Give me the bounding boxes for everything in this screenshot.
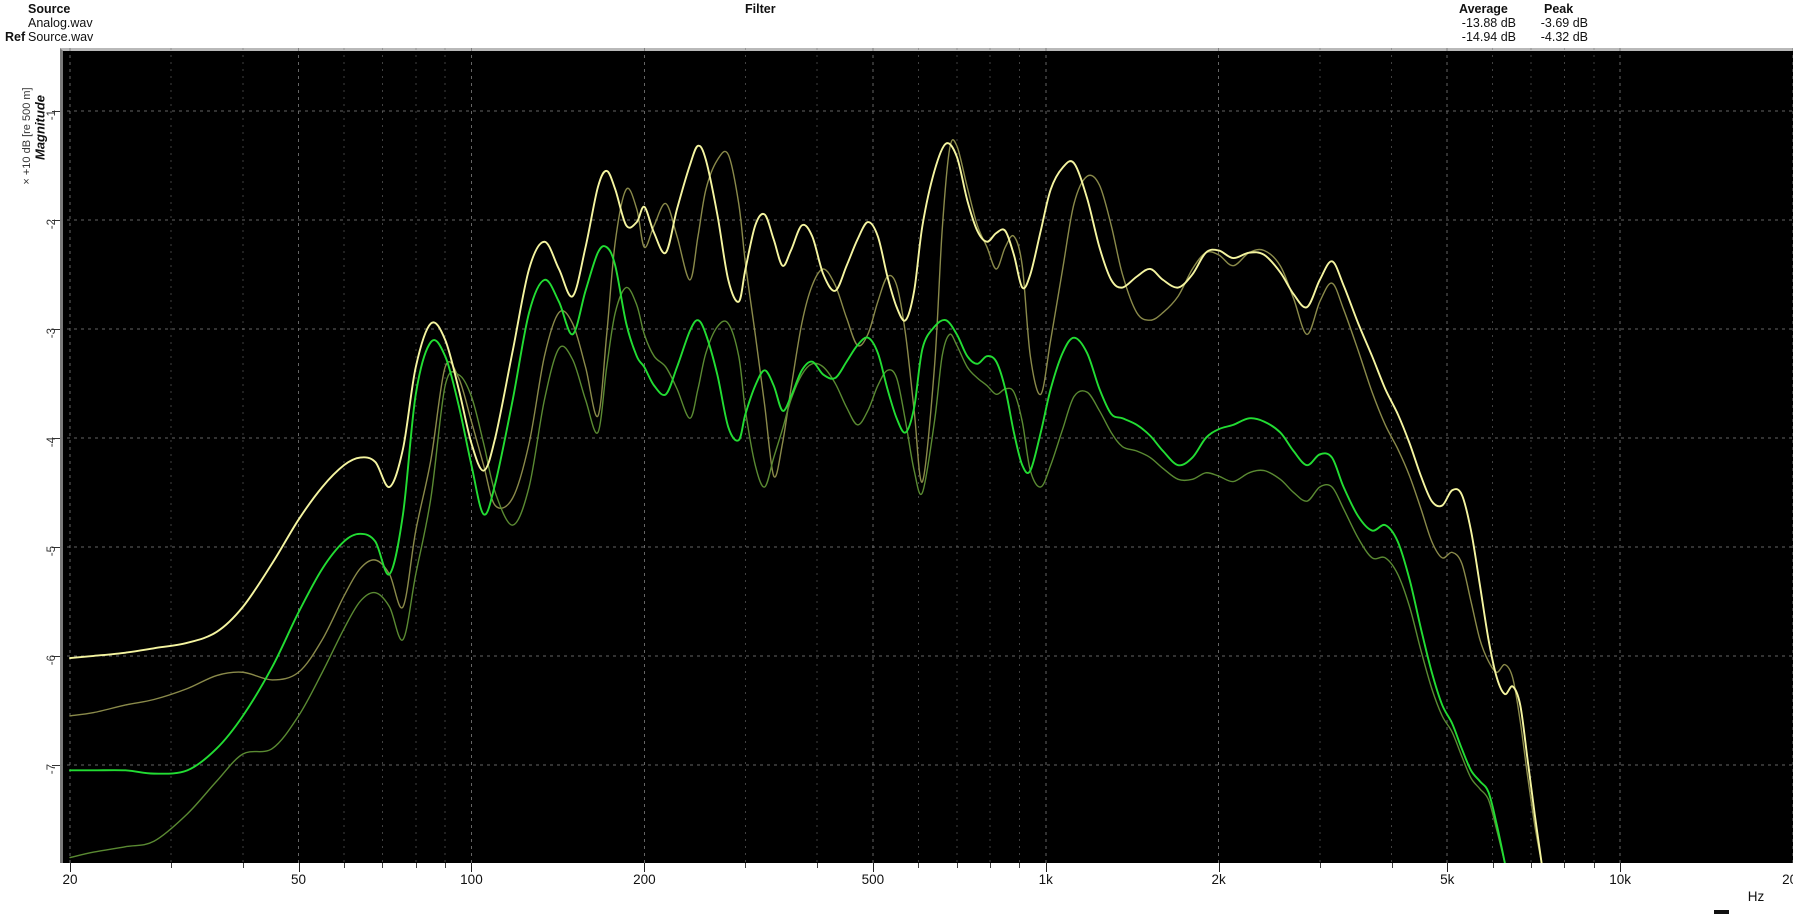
x-tick-mark — [445, 863, 447, 868]
y-tick-mark — [52, 110, 60, 112]
x-tick-mark — [745, 863, 747, 868]
x-tick-mark — [990, 863, 992, 868]
y-tick-mark — [52, 764, 60, 766]
x-tick-mark — [1564, 863, 1566, 868]
x-tick-mark — [872, 863, 874, 872]
series-2 — [69, 245, 1506, 863]
x-tick-mark — [242, 863, 244, 868]
x-tick-mark — [1531, 863, 1533, 868]
y-tick-mark — [52, 437, 60, 439]
x-tick-label-50: 50 — [291, 872, 307, 887]
reference-average-value: -14.94 dB — [1461, 30, 1516, 44]
header-average-column-title: Average — [1459, 2, 1508, 16]
x-tick-mark — [171, 863, 173, 868]
x-tick-mark — [1019, 863, 1021, 868]
y-tick-text: -6 — [46, 654, 58, 666]
x-tick-label-5k: 5k — [1440, 872, 1455, 887]
y-tick-label-2: -3 — [26, 328, 58, 338]
x-tick-mark — [1319, 863, 1321, 868]
y-tick-mark — [52, 546, 60, 548]
y-tick-label-1: -2 — [26, 219, 58, 229]
y-tick-label-6: -7 — [26, 764, 58, 774]
y-tick-text: -7 — [46, 763, 58, 775]
y-tick-mark — [52, 655, 60, 657]
x-tick-label-20: 20 — [62, 872, 78, 887]
x-tick-label-1k: 1k — [1038, 872, 1053, 887]
x-tick-label-100: 100 — [460, 872, 483, 887]
x-tick-mark — [644, 863, 646, 872]
header-peak-column-title: Peak — [1544, 2, 1574, 16]
x-tick-label-2k: 2k — [1211, 872, 1226, 887]
x-tick-mark — [471, 863, 473, 872]
y-tick-label-0: -1 — [26, 110, 58, 120]
y-tick-text: -2 — [46, 218, 58, 230]
x-tick-mark — [1593, 863, 1595, 868]
y-tick-text: -3 — [46, 327, 58, 339]
x-tick-mark — [1620, 863, 1622, 872]
x-tick-label-20k: 20k — [1782, 872, 1793, 887]
series-3 — [69, 286, 1506, 863]
x-tick-mark — [817, 863, 819, 868]
x-tick-mark — [1391, 863, 1393, 868]
x-tick-label-500: 500 — [861, 872, 885, 887]
header-source-column-title: Source — [28, 2, 71, 16]
x-tick-mark — [70, 863, 71, 872]
scrollbar-handle-dash[interactable] — [1714, 910, 1729, 914]
y-tick-text: -4 — [46, 436, 58, 448]
source-file-reference[interactable]: Source.wav — [28, 30, 94, 44]
header-filter-column-title: Filter — [745, 2, 776, 16]
y-tick-mark — [52, 219, 60, 221]
x-tick-label-200: 200 — [633, 872, 656, 887]
header-bar: Source Filter Average Peak Analog.wav -1… — [0, 0, 1793, 45]
x-tick-mark — [1045, 863, 1047, 872]
x-tick-mark — [1492, 863, 1494, 868]
plot-svg — [60, 48, 1793, 863]
x-tick-mark — [344, 863, 346, 868]
x-tick-mark — [298, 863, 300, 872]
x-tick-mark — [382, 863, 384, 868]
y-tick-text: -1 — [46, 109, 58, 121]
analog-average-value: -13.88 dB — [1461, 16, 1516, 30]
x-tick-mark — [1218, 863, 1220, 872]
x-tick-mark — [956, 863, 958, 868]
y-tick-label-4: -5 — [26, 546, 58, 556]
y-tick-label-5: -6 — [26, 655, 58, 665]
y-axis-unit-label: × +10 dB [re 500 m] — [21, 87, 33, 185]
y-tick-text: -5 — [46, 545, 58, 557]
source-file-analog[interactable]: Analog.wav — [28, 16, 93, 30]
series-1 — [69, 139, 1543, 863]
x-tick-mark — [1447, 863, 1449, 872]
x-tick-mark — [415, 863, 417, 868]
reference-row-label: Ref — [5, 30, 26, 44]
series-0 — [69, 142, 1543, 863]
analog-peak-value: -3.69 dB — [1540, 16, 1588, 30]
x-tick-mark — [918, 863, 920, 868]
x-tick-label-10k: 10k — [1609, 872, 1631, 887]
y-tick-label-3: -4 — [26, 437, 58, 447]
x-axis-unit-label: Hz — [1747, 889, 1765, 904]
reference-peak-value: -4.32 dB — [1540, 30, 1588, 44]
spectrum-plot[interactable] — [60, 48, 1793, 863]
y-tick-mark — [52, 328, 60, 330]
